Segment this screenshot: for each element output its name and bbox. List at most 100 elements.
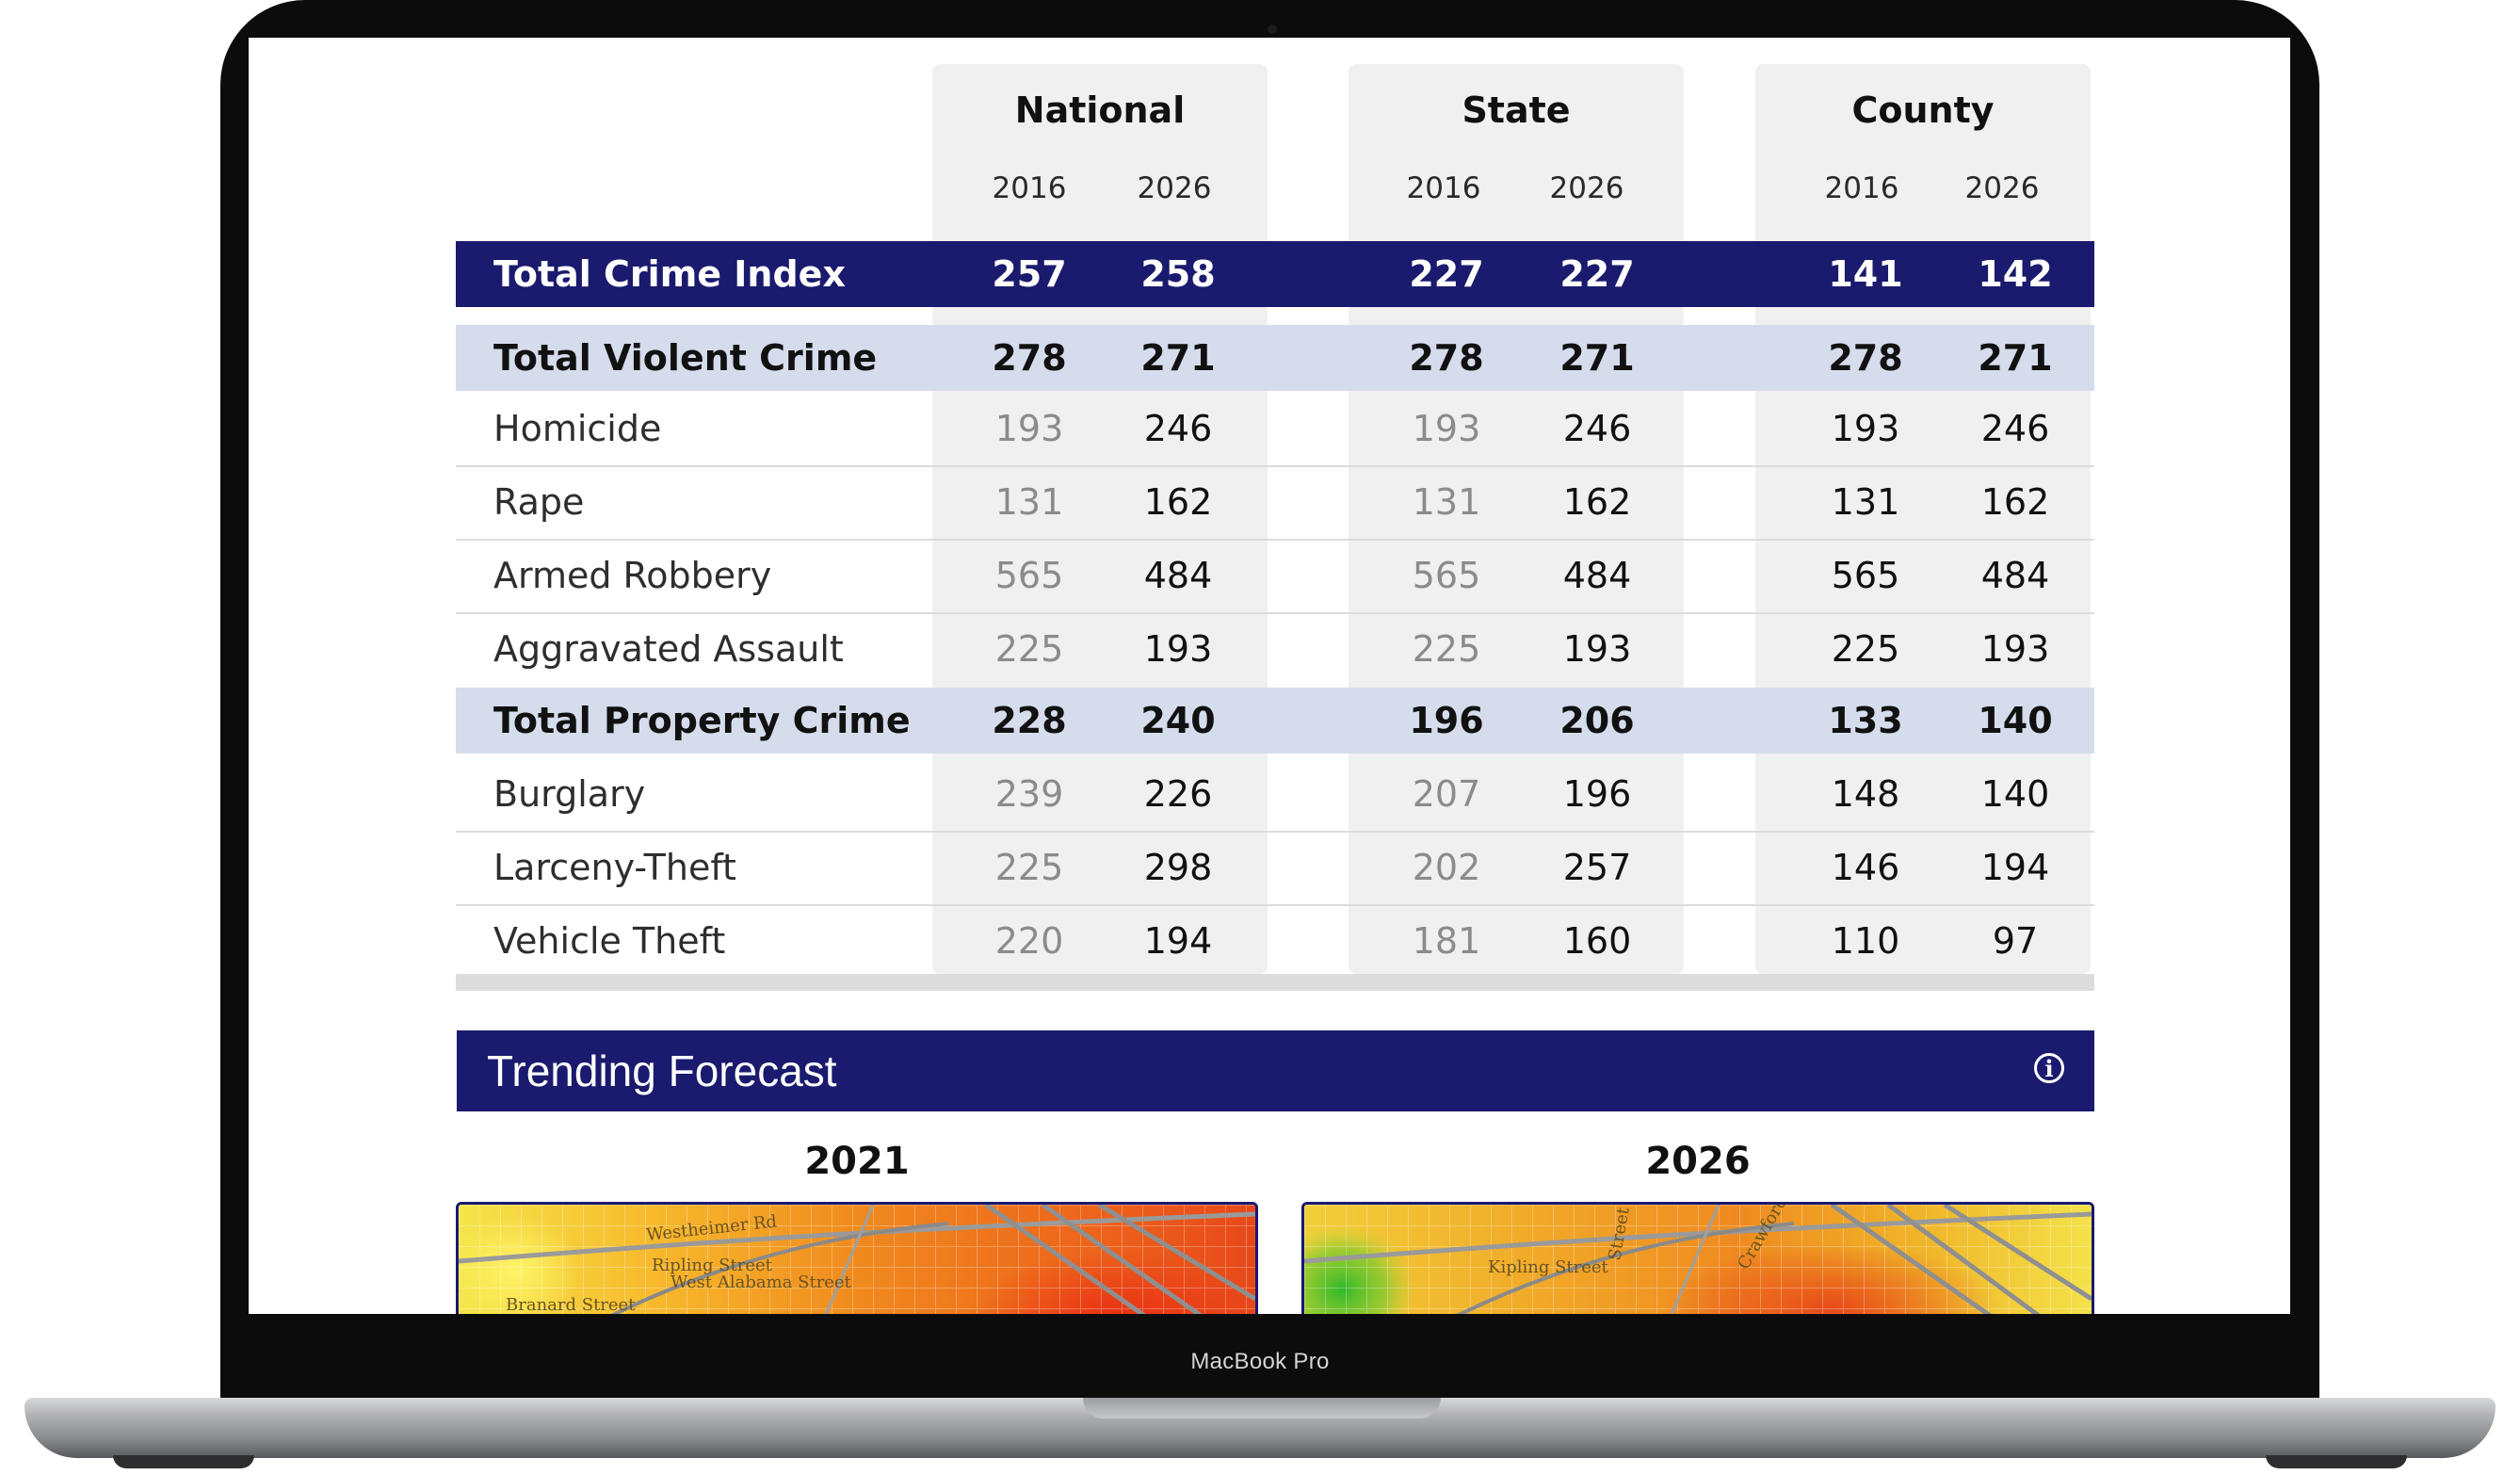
cell-state-2026: 246	[1562, 408, 1632, 449]
info-icon[interactable]: i	[2034, 1053, 2064, 1083]
street-label: Ripling Street	[652, 1256, 773, 1275]
cell-county-2026: 162	[1980, 481, 2050, 523]
year-national-2026: 2026	[1137, 171, 1212, 205]
cell-national-2026: 484	[1143, 555, 1213, 596]
row-armed-robbery: Armed Robbery 565 484 565 484 565 484	[456, 539, 2094, 614]
cell-state-2026: 484	[1562, 555, 1632, 596]
cell-national-2026: 298	[1143, 847, 1213, 888]
trending-forecast-banner: Trending Forecast i	[457, 1030, 2094, 1111]
cell-state-2016: 278	[1409, 337, 1484, 379]
row-homicide: Homicide 193 246 193 246 193 246	[456, 392, 2094, 467]
row-label: Total Property Crime	[493, 700, 911, 741]
year-national-2016: 2016	[992, 171, 1067, 205]
cell-state-2026: 206	[1559, 700, 1635, 741]
row-label: Larceny-Theft	[493, 847, 736, 888]
cell-state-2026: 160	[1562, 920, 1632, 962]
group-title-national: National	[1014, 89, 1186, 131]
cell-county-2026: 484	[1980, 555, 2050, 596]
cell-county-2016: 110	[1831, 920, 1900, 962]
row-label: Burglary	[493, 773, 646, 815]
street-label: West Alabama Street	[670, 1272, 852, 1292]
heatmap-2021[interactable]: Westheimer Rd Ripling Street West Alabam…	[456, 1202, 1258, 1314]
cell-national-2016: 220	[994, 920, 1064, 962]
cell-county-2026: 193	[1980, 628, 2050, 670]
cell-county-2016: 131	[1831, 481, 1900, 523]
cell-county-2016: 141	[1828, 253, 1903, 295]
cell-national-2016: 278	[992, 337, 1067, 379]
cell-state-2016: 565	[1412, 555, 1481, 596]
cell-national-2016: 239	[994, 773, 1064, 815]
cell-national-2016: 131	[994, 481, 1064, 523]
cell-state-2026: 193	[1562, 628, 1632, 670]
cell-county-2016: 193	[1831, 408, 1900, 449]
cell-county-2016: 146	[1831, 847, 1900, 888]
device-label: MacBook Pro	[1190, 1349, 1330, 1374]
year-county-2016: 2016	[1824, 171, 1899, 205]
cell-state-2016: 227	[1409, 253, 1484, 295]
cell-state-2026: 227	[1559, 253, 1635, 295]
cell-state-2026: 196	[1562, 773, 1632, 815]
screen: National State County 2016 2026 2016 202…	[249, 38, 2290, 1314]
year-state-2026: 2026	[1549, 171, 1624, 205]
row-total-property-crime: Total Property Crime 228 240 196 206 133…	[456, 688, 2094, 754]
row-label: Armed Robbery	[493, 555, 772, 596]
cell-national-2026: 246	[1143, 408, 1213, 449]
camera-icon	[1268, 24, 1277, 34]
cell-state-2016: 202	[1412, 847, 1481, 888]
cell-national-2026: 271	[1140, 337, 1216, 379]
row-label: Rape	[493, 481, 585, 523]
cell-county-2026: 140	[1980, 773, 2050, 815]
row-label: Homicide	[493, 408, 662, 449]
cell-county-2026: 271	[1978, 337, 2053, 379]
cell-national-2016: 193	[994, 408, 1064, 449]
group-title-county: County	[1851, 89, 1995, 131]
row-larceny-theft: Larceny-Theft 225 298 202 257 146 194	[456, 831, 2094, 906]
year-county-2026: 2026	[1964, 171, 2040, 205]
cell-county-2016: 133	[1828, 700, 1903, 741]
row-aggravated-assault: Aggravated Assault 225 193 225 193 225 1…	[456, 612, 2094, 686]
cell-national-2026: 162	[1143, 481, 1213, 523]
cell-county-2026: 142	[1978, 253, 2053, 295]
national-column-bg	[932, 64, 1268, 974]
cell-state-2016: 181	[1412, 920, 1481, 962]
cell-county-2016: 148	[1831, 773, 1900, 815]
laptop-foot-right	[2266, 1455, 2407, 1468]
cell-county-2016: 225	[1831, 628, 1900, 670]
cell-national-2016: 225	[994, 847, 1064, 888]
cell-county-2026: 194	[1980, 847, 2050, 888]
cell-county-2016: 565	[1831, 555, 1900, 596]
cell-state-2026: 271	[1559, 337, 1635, 379]
map-title-2021: 2021	[804, 1140, 910, 1183]
cell-national-2016: 228	[992, 700, 1067, 741]
cell-national-2016: 225	[994, 628, 1064, 670]
row-label: Total Violent Crime	[493, 337, 878, 379]
laptop-foot-left	[113, 1455, 254, 1468]
street-label: Kipling Street	[1488, 1257, 1609, 1277]
cell-national-2016: 257	[992, 253, 1067, 295]
row-burglary: Burglary 239 226 207 196 148 140	[456, 757, 2094, 833]
group-title-state: State	[1462, 89, 1571, 131]
cell-state-2026: 257	[1562, 847, 1632, 888]
cell-national-2026: 258	[1140, 253, 1216, 295]
row-vehicle-theft: Vehicle Theft 220 194 181 160 110 97	[456, 904, 2094, 978]
map-title-2026: 2026	[1645, 1140, 1751, 1183]
row-label: Vehicle Theft	[493, 920, 726, 962]
cell-national-2026: 193	[1143, 628, 1213, 670]
cell-national-2026: 226	[1143, 773, 1213, 815]
row-total-crime-index: Total Crime Index 257 258 227 227 141 14…	[456, 241, 2094, 307]
row-total-violent-crime: Total Violent Crime 278 271 278 271 278 …	[456, 325, 2094, 391]
street-label: Branard Street	[506, 1295, 636, 1314]
state-column-bg	[1349, 64, 1684, 974]
row-label: Total Crime Index	[493, 253, 846, 295]
row-rape: Rape 131 162 131 162 131 162	[456, 465, 2094, 541]
cell-national-2016: 565	[994, 555, 1064, 596]
cell-county-2016: 278	[1828, 337, 1903, 379]
cell-state-2026: 162	[1562, 481, 1632, 523]
cell-national-2026: 194	[1143, 920, 1213, 962]
cell-state-2016: 131	[1412, 481, 1481, 523]
heatmap-2026[interactable]: Kipling Street Crawford Street Street	[1301, 1202, 2094, 1314]
table-bottom-bar	[456, 974, 2094, 991]
year-state-2016: 2016	[1406, 171, 1481, 205]
row-label: Aggravated Assault	[493, 628, 844, 670]
cell-state-2016: 193	[1412, 408, 1481, 449]
